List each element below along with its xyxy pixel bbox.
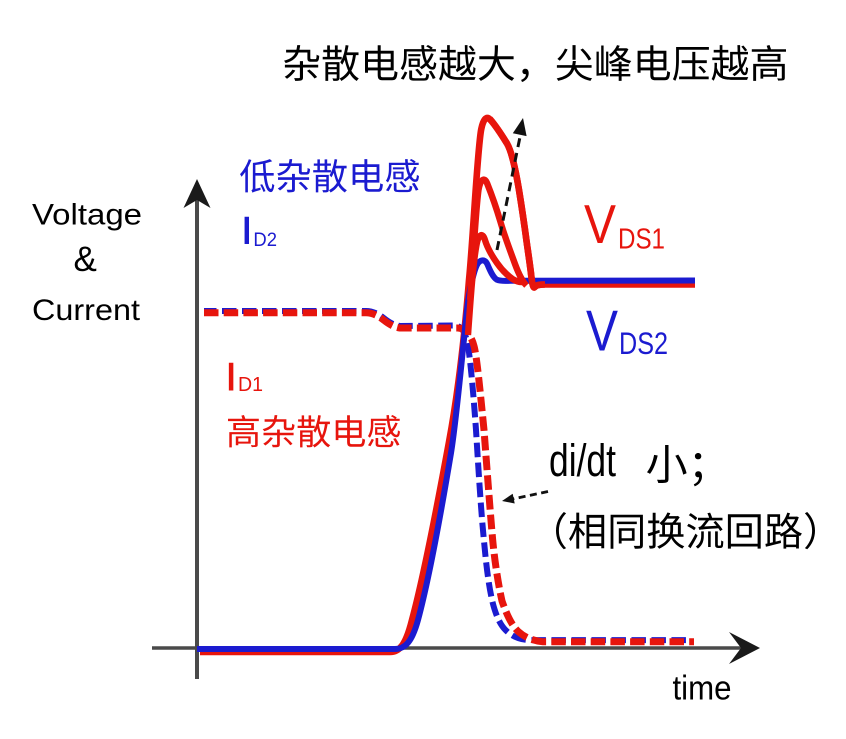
svg-text:&: & xyxy=(74,240,97,279)
svg-text:Voltage: Voltage xyxy=(32,199,142,232)
svg-text:DS1: DS1 xyxy=(618,224,665,256)
svg-text:I: I xyxy=(242,211,253,253)
svg-text:DS2: DS2 xyxy=(619,325,668,361)
svg-text:di/dt: di/dt xyxy=(549,435,616,486)
svg-text:I: I xyxy=(226,356,237,399)
svg-text:time: time xyxy=(673,670,732,708)
svg-text:V: V xyxy=(584,194,617,255)
svg-text:Current: Current xyxy=(32,294,141,327)
svg-text:V: V xyxy=(586,300,619,364)
svg-text:D1: D1 xyxy=(238,373,263,396)
svg-text:D2: D2 xyxy=(253,229,277,251)
